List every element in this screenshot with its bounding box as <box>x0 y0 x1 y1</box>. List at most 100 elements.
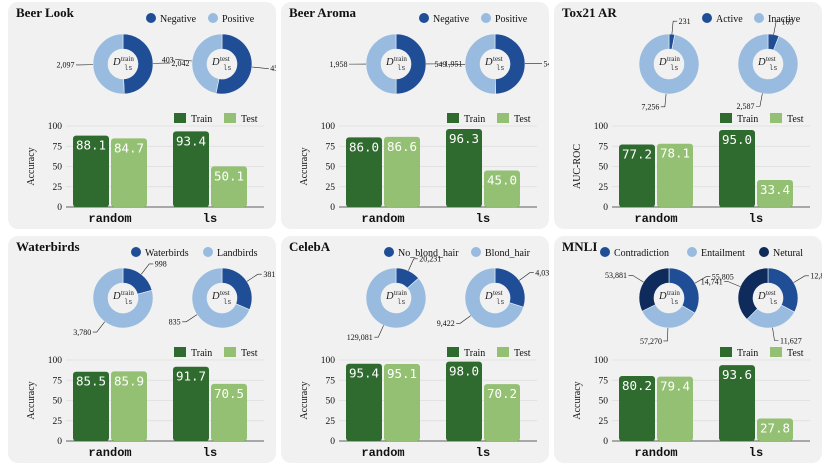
donut-center-sub: ls <box>124 65 132 73</box>
donut-legend-label: Landbirds <box>217 248 258 259</box>
bar-legend: Train Test <box>447 113 531 125</box>
legend-dot <box>754 13 764 23</box>
donut-center-symbol: D <box>658 291 667 302</box>
bar-legend-swatch <box>770 347 782 357</box>
donut-center-sup: train <box>394 55 407 63</box>
x-category-label: random <box>361 446 404 460</box>
bar-train-ls <box>173 131 209 207</box>
bar-train-random <box>73 135 109 207</box>
donut-legend-label: Contradiction <box>614 248 669 259</box>
donut-slice <box>92 33 125 95</box>
leader-line <box>251 66 269 69</box>
bar-value-label: 78.1 <box>660 146 690 161</box>
legend-dot <box>687 247 697 257</box>
donut-train: 998 3,780 D train ls <box>73 260 166 337</box>
donut-center-sup: train <box>667 55 680 63</box>
y-tick-label: 75 <box>53 376 63 386</box>
leader-line <box>92 321 105 333</box>
bar-legend-swatch <box>720 347 732 357</box>
bar-test-random <box>384 136 420 207</box>
donut-center-sup: test <box>493 289 503 297</box>
bar-legend-label: Train <box>191 348 212 359</box>
donut-center-sup: train <box>394 289 407 297</box>
donut-center-symbol: D <box>484 291 493 302</box>
donut-legend: No_blond_hair Blond_hair <box>384 247 531 259</box>
donut-center-sup: test <box>493 55 503 63</box>
donut-slice-label: 53,881 <box>605 271 627 280</box>
bar-test-random <box>657 143 693 207</box>
donut-slice-label: 57,270 <box>640 337 662 346</box>
donut-center-symbol: D <box>112 291 121 302</box>
leader-line <box>724 281 741 287</box>
y-tick-label: 0 <box>330 437 335 447</box>
donut-slice-label: 1,958 <box>330 60 348 69</box>
y-tick-label: 75 <box>326 376 336 386</box>
panel-celeba: CelebA No_blond_hair Blond_hair 20,231 129,0… <box>281 236 549 463</box>
y-tick-label: 25 <box>326 417 336 427</box>
bar-legend: Train Test <box>174 347 258 359</box>
donut-slice <box>395 33 427 95</box>
donut-slice <box>122 33 154 95</box>
bar-value-label: 77.2 <box>622 146 652 161</box>
donut-legend: Active Inactive <box>702 13 801 25</box>
y-tick-label: 25 <box>53 417 63 427</box>
leader-line <box>628 274 644 283</box>
bar-train-random <box>619 376 655 441</box>
donut-legend: Negative Positive <box>419 13 528 25</box>
donut-slice-label: 458 <box>270 64 276 73</box>
donut-legend-label: Inactive <box>768 14 801 25</box>
bar-value-label: 50.1 <box>214 168 244 183</box>
donut-center-sup: train <box>121 55 134 63</box>
y-tick-label: 75 <box>326 142 336 152</box>
panel-chart: MNLI Contradiction Entailment Netural 55,805… <box>562 239 822 460</box>
bar-value-label: 91.7 <box>176 369 206 384</box>
leader-line <box>660 93 667 108</box>
x-category-label: ls <box>749 446 763 460</box>
donut-center-sup: test <box>220 55 230 63</box>
y-tick-label: 0 <box>57 437 62 447</box>
y-tick-label: 50 <box>53 163 63 173</box>
donut-train: 231 7,256 D train ls <box>638 17 700 112</box>
leader-line <box>773 21 781 35</box>
leader-line <box>755 93 763 107</box>
bar-train-ls <box>446 361 482 441</box>
y-axis-label: Accuracy <box>26 147 37 185</box>
y-tick-label: 25 <box>53 183 63 193</box>
donut-center-symbol: D <box>112 57 121 68</box>
y-tick-label: 50 <box>53 397 63 407</box>
leader-line <box>793 275 809 283</box>
donut-train: 55,805 57,270 53,881 D train ls <box>605 267 734 346</box>
bar-train-ls <box>719 130 755 207</box>
donut-center-sub: ls <box>670 299 678 307</box>
donut-center-sub: ls <box>769 65 777 73</box>
donut-legend-label: Entailment <box>701 248 745 259</box>
donut-center-sup: train <box>121 289 134 297</box>
bar-legend-swatch <box>447 347 459 357</box>
donut-legend-label: Active <box>716 14 743 25</box>
bar-train-random <box>346 137 382 207</box>
x-category-label: random <box>634 212 677 226</box>
bar-legend-label: Test <box>241 348 258 359</box>
donut-slice <box>494 33 526 95</box>
donut-center-symbol: D <box>211 57 220 68</box>
y-tick-label: 50 <box>326 163 336 173</box>
y-tick-label: 50 <box>599 397 609 407</box>
donut-slice <box>92 267 154 329</box>
y-tick-label: 0 <box>57 203 62 213</box>
legend-dot <box>481 13 491 23</box>
y-axis-label: Accuracy <box>299 147 310 185</box>
x-category-label: ls <box>203 446 217 460</box>
panel-title: MNLI <box>562 239 597 254</box>
donut-center-sup: test <box>766 55 776 63</box>
bar-legend: Train Test <box>447 347 531 359</box>
panel-title: Beer Look <box>16 5 75 20</box>
bar-train-ls <box>719 365 755 441</box>
donut-slice-label: 2,097 <box>57 61 75 70</box>
donut-test: 381 835 D test ls <box>169 267 275 329</box>
leader-line <box>374 325 384 338</box>
donut-center-sub: ls <box>496 65 504 73</box>
